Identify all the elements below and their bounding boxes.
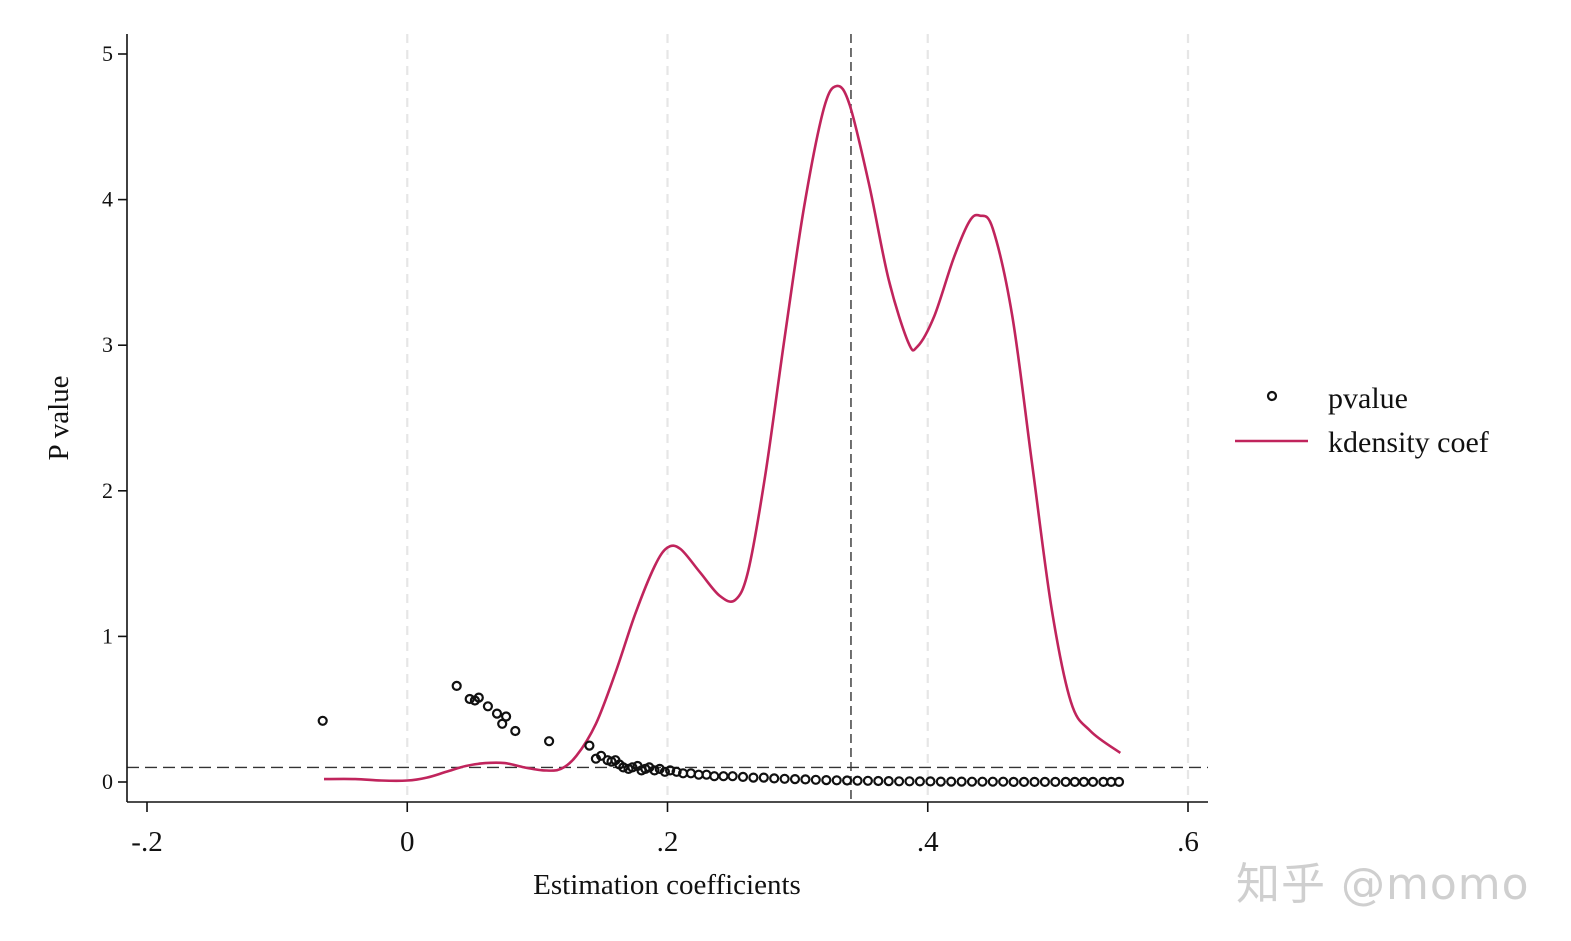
- x-axis-title: Estimation coefficients: [533, 869, 801, 901]
- pvalue-point: [543, 736, 555, 747]
- pvalue-point: [862, 775, 874, 786]
- pvalue-point: [584, 740, 595, 751]
- pvalue-point: [956, 776, 967, 787]
- pvalue-point: [946, 776, 957, 787]
- pvalue-point: [727, 771, 738, 782]
- pvalue-point: [1050, 776, 1061, 788]
- pvalue-point: [473, 692, 484, 703]
- pvalue-point: [618, 762, 629, 773]
- pvalue-series: [317, 680, 1125, 788]
- legend-pvalue-label: pvalue: [1328, 382, 1408, 415]
- pvalue-point: [1087, 776, 1099, 788]
- pvalue-point: [977, 776, 988, 787]
- x-tick-label: .6: [1177, 826, 1199, 858]
- pvalue-point: [925, 776, 936, 787]
- pvalue-point: [789, 773, 801, 785]
- pvalue-point: [841, 775, 853, 786]
- pvalue-point: [873, 775, 884, 787]
- pvalue-point: [998, 776, 1009, 787]
- legend-kdensity-label: kdensity coef: [1328, 426, 1489, 459]
- legend-pvalue-marker: [1266, 390, 1278, 402]
- kdensity-series: [323, 84, 1122, 783]
- pvalue-point: [893, 776, 905, 787]
- x-axis-ticks: -.2 0 .2 .4 .6: [131, 802, 1199, 858]
- y-tick-label: 0: [102, 769, 113, 794]
- pvalue-point: [464, 693, 475, 705]
- pvalue-point: [904, 776, 915, 787]
- pvalue-point: [935, 776, 946, 787]
- x-tick-label: -.2: [131, 826, 162, 858]
- pvalue-point: [664, 765, 676, 776]
- x-tick-label: .4: [917, 826, 939, 858]
- pvalue-point: [1018, 776, 1030, 788]
- y-axis-title: P value: [43, 375, 75, 460]
- pvalue-point: [987, 776, 998, 787]
- y-tick-label: 2: [102, 478, 113, 503]
- kdensity-line: [323, 84, 1122, 783]
- pvalue-point: [649, 765, 660, 776]
- pvalue-point: [1060, 776, 1071, 788]
- pvalue-point: [779, 773, 790, 784]
- pvalue-point: [451, 680, 462, 692]
- x-tick-label: .2: [657, 826, 679, 858]
- x-tick-label: 0: [400, 826, 415, 858]
- pvalue-point: [1029, 776, 1040, 788]
- pvalue-point: [800, 774, 811, 785]
- pvalue-point: [317, 715, 328, 726]
- pvalue-point: [810, 774, 821, 785]
- pvalue-point: [769, 773, 780, 784]
- legend: pvalue kdensity coef: [1235, 382, 1489, 459]
- pvalue-point: [1039, 776, 1051, 788]
- pvalue-point: [497, 718, 508, 729]
- pvalue-point: [831, 775, 842, 786]
- pvalue-point: [671, 766, 682, 777]
- y-tick-label: 4: [102, 187, 113, 212]
- y-tick-label: 3: [102, 332, 113, 357]
- pvalue-point: [1078, 776, 1090, 788]
- pvalue-point: [821, 774, 832, 786]
- pvalue-point: [1008, 776, 1019, 788]
- pvalue-point: [659, 766, 671, 777]
- watermark: 知乎 @momo: [1236, 859, 1530, 910]
- pvalue-point: [966, 776, 978, 787]
- pvalue-point: [737, 771, 749, 783]
- y-tick-label: 5: [102, 41, 113, 66]
- pvalue-point: [501, 711, 512, 722]
- y-axis-ticks: 0 1 2 3 4 5: [102, 41, 127, 794]
- pvalue-point: [627, 762, 638, 773]
- pvalue-point: [709, 771, 720, 782]
- pvalue-point: [758, 772, 769, 783]
- pvalue-point: [491, 708, 503, 719]
- pvalue-point: [1069, 776, 1080, 788]
- pvalue-point: [852, 775, 863, 786]
- pvalue-point: [748, 772, 759, 783]
- y-tick-label: 1: [102, 623, 113, 648]
- pvalue-point: [883, 775, 894, 787]
- pvalue-point: [482, 701, 493, 712]
- pvalue-point: [510, 725, 521, 737]
- x-gridlines: [406, 34, 1190, 802]
- pvalue-point: [914, 776, 926, 787]
- pvalue-point: [1113, 776, 1125, 788]
- pvalue-point: [718, 771, 729, 782]
